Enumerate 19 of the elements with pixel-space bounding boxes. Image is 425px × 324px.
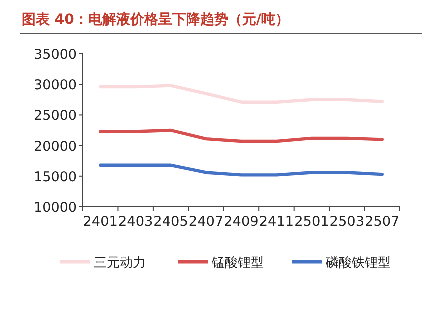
legend-label: 锰酸锂型 — [211, 256, 264, 271]
y-tick-label: 15000 — [34, 169, 77, 186]
x-tick-label: 2507 — [365, 214, 400, 230]
x-tick-label: 2405 — [154, 214, 188, 230]
y-tick-label: 35000 — [34, 47, 77, 63]
x-tick-label: 2501 — [294, 214, 330, 230]
x-tick-label: 2411 — [259, 214, 294, 230]
y-tick-label: 25000 — [34, 108, 77, 124]
y-tick-label: 30000 — [34, 78, 77, 94]
x-tick-label: 2401 — [83, 214, 118, 230]
y-tick-label: 10000 — [34, 200, 77, 216]
legend-label: 三元动力 — [94, 256, 146, 271]
x-tick-label: 2503 — [330, 214, 365, 230]
x-tick-label: 2403 — [118, 214, 154, 230]
chart-title: 图表 40：电解液价格呈下降趋势（元/吨） — [22, 11, 290, 28]
legend-label: 磷酸铁锂型 — [325, 256, 391, 271]
y-tick-label: 20000 — [34, 138, 77, 155]
x-tick-label: 2409 — [224, 214, 259, 230]
x-tick-label: 2407 — [188, 214, 224, 230]
